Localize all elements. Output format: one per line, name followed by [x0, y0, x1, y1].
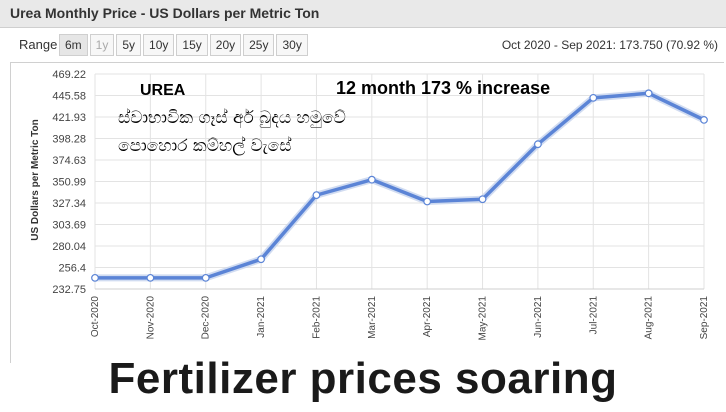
- x-tick-label: Apr-2021: [422, 296, 433, 338]
- x-tick-label: Aug-2021: [644, 296, 655, 340]
- x-tick-label: Jan-2021: [256, 296, 267, 338]
- chart-title-bar: Urea Monthly Price - US Dollars per Metr…: [0, 0, 726, 28]
- y-tick-label: 280.04: [52, 241, 86, 253]
- data-point-dec-2020: [201, 273, 210, 282]
- data-point-aug-2021: [644, 89, 653, 98]
- chart-title: Urea Monthly Price - US Dollars per Metr…: [10, 5, 320, 21]
- annotation-increase: 12 month 173 % increase: [336, 78, 551, 98]
- range-button-1y[interactable]: 1y: [89, 34, 115, 56]
- y-tick-label: 421.93: [52, 112, 86, 124]
- x-tick-label: May-2021: [478, 296, 489, 341]
- x-axis-ticks: Oct-2020 Nov-2020 Dec-2020 Jan-2021 Feb-2021…: [90, 296, 710, 341]
- y-axis-label: US Dollars per Metric Ton: [30, 119, 41, 241]
- data-point-jun-2021: [534, 140, 542, 149]
- annotation-sinhala-line1: ස්වාභාවික ගෑස් අර් බුදය හමුවේ: [118, 108, 346, 128]
- data-point-jul-2021: [589, 93, 598, 102]
- range-button-30y[interactable]: 30y: [276, 34, 308, 56]
- x-tick-label: Oct-2020: [90, 296, 101, 338]
- data-point-may-2021: [478, 195, 487, 204]
- range-summary: Oct 2020 - Sep 2021: 173.750 (70.92 %): [501, 38, 718, 52]
- x-tick-label: Jun-2021: [533, 296, 544, 338]
- y-tick-label: 350.99: [52, 176, 86, 188]
- data-points: [91, 89, 708, 282]
- y-tick-label: 232.75: [52, 284, 86, 296]
- range-button-5y[interactable]: 5y: [116, 34, 142, 56]
- range-button-6m[interactable]: 6m: [59, 34, 88, 56]
- range-selector: Range 6m 1y 5y 10y 15y 20y 25y 30y Oct 2020 - S…: [0, 33, 726, 57]
- data-point-apr-2021: [423, 197, 432, 206]
- x-tick-label: Mar-2021: [367, 296, 378, 339]
- data-point-sep-2021: [700, 115, 708, 124]
- range-button-10y[interactable]: 10y: [143, 34, 175, 56]
- line-chart: 469.22 445.58 421.93 398.28 374.63 350.99 327.…: [30, 69, 710, 341]
- range-label: Range: [19, 37, 58, 52]
- y-tick-label: 256.4: [58, 262, 86, 274]
- data-point-oct-2020: [91, 273, 99, 282]
- annotation-urea: UREA: [140, 82, 186, 99]
- y-tick-label: 374.63: [52, 155, 86, 167]
- data-point-mar-2021: [367, 175, 376, 184]
- x-tick-label: Nov-2020: [145, 296, 156, 340]
- data-point-feb-2021: [312, 191, 321, 200]
- series-line-group: [91, 89, 708, 282]
- y-tick-label: 469.22: [52, 69, 86, 81]
- range-button-15y[interactable]: 15y: [176, 34, 208, 56]
- caption-text: Fertilizer prices soaring: [108, 354, 618, 403]
- data-point-jan-2021: [257, 255, 265, 264]
- y-tick-label: 303.69: [52, 220, 86, 232]
- data-point-nov-2020: [146, 273, 155, 282]
- y-tick-label: 327.34: [52, 198, 86, 210]
- x-tick-label: Jul-2021: [588, 296, 599, 335]
- range-button-group: 6m 1y 5y 10y 15y 20y 25y 30y: [59, 34, 308, 56]
- annotation-sinhala-line2: පොහොර කම්හල් වැසේ: [118, 136, 292, 156]
- series-line: [93, 91, 706, 280]
- chart-frame: [10, 62, 724, 363]
- y-axis-ticks: 469.22 445.58 421.93 398.28 374.63 350.99 327.…: [52, 69, 86, 296]
- range-button-25y[interactable]: 25y: [243, 34, 275, 56]
- y-tick-label: 398.28: [52, 133, 86, 145]
- x-tick-label: Feb-2021: [311, 296, 322, 339]
- range-button-20y[interactable]: 20y: [209, 34, 242, 56]
- x-tick-label: Sep-2021: [699, 296, 710, 340]
- x-tick-label: Dec-2020: [201, 296, 212, 340]
- gridlines: [94, 73, 705, 290]
- y-tick-label: 445.58: [52, 90, 86, 102]
